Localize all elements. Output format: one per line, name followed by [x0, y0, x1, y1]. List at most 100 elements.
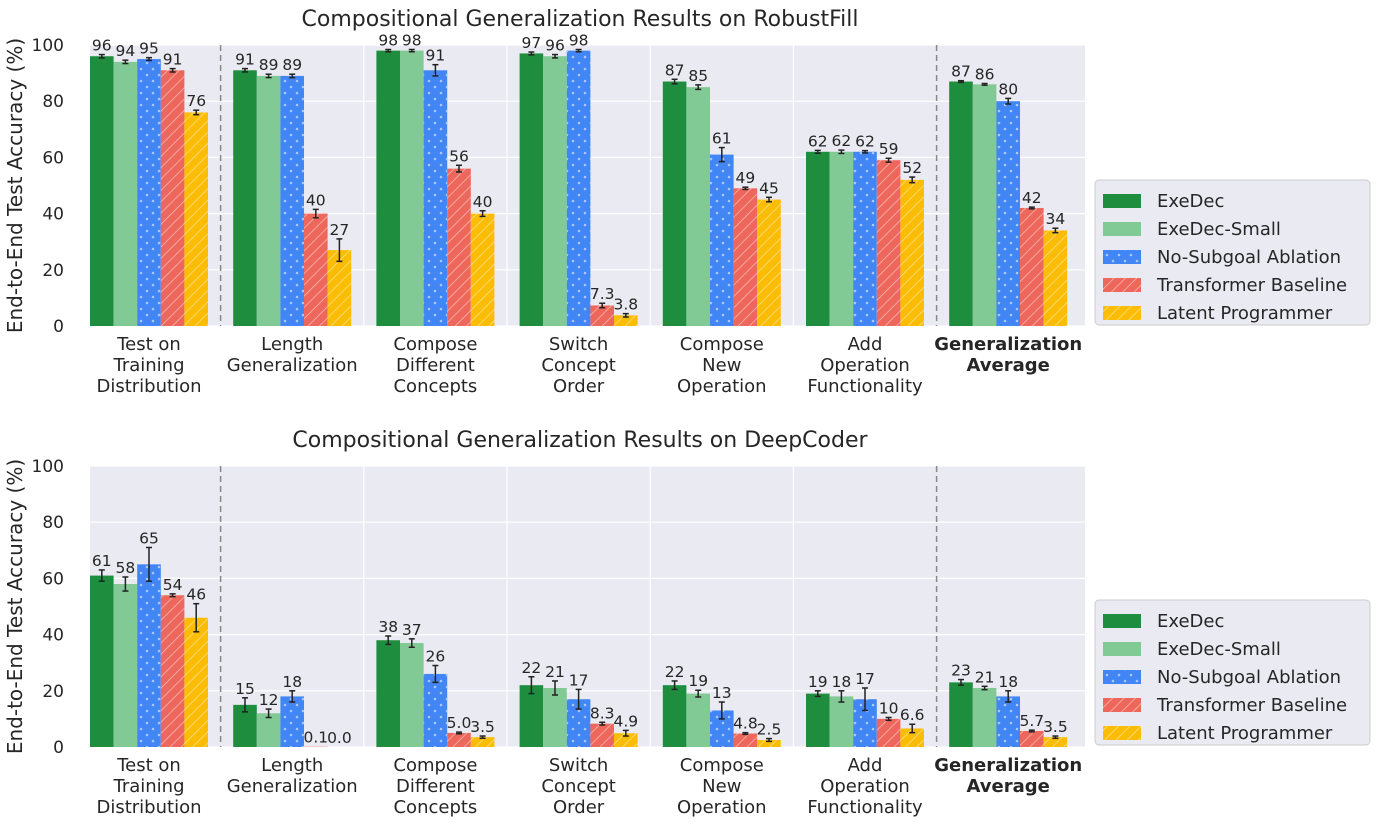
- data-label: 61: [712, 130, 732, 148]
- data-label: 62: [808, 132, 828, 150]
- y-tick-label: 0: [53, 738, 64, 758]
- bar-exedec-small: [257, 713, 281, 747]
- x-tick-label: Distribution: [96, 376, 201, 397]
- x-tick-label: Functionality: [807, 376, 923, 397]
- bar-exedec: [233, 70, 257, 326]
- data-label: 76: [186, 92, 206, 110]
- y-axis-label: End-to-End Test Accuracy (%): [3, 459, 27, 754]
- bar-pattern: [137, 59, 161, 326]
- bar-exedec-small: [830, 152, 854, 326]
- bar-pattern: [1020, 731, 1044, 747]
- bar-pattern: [424, 70, 448, 326]
- data-label: 18: [282, 673, 302, 691]
- legend-label: ExeDec: [1157, 611, 1224, 632]
- data-label: 85: [688, 67, 708, 85]
- bar-pattern: [1044, 230, 1068, 326]
- y-tick-label: 60: [42, 148, 64, 168]
- x-tick-label: Training: [112, 776, 184, 797]
- legend-label: No-Subgoal Ablation: [1157, 667, 1341, 688]
- bar-pattern: [567, 51, 591, 326]
- bar-exedec: [520, 53, 544, 326]
- data-label: 3.5: [1043, 718, 1068, 736]
- data-label: 27: [330, 221, 350, 239]
- bar-exedec-small: [400, 643, 424, 747]
- legend-label: Transformer Baseline: [1156, 695, 1347, 716]
- bar-pattern: [304, 214, 328, 326]
- bar-exedec: [949, 82, 973, 326]
- legend-label: ExeDec: [1157, 191, 1224, 212]
- data-label: 56: [449, 147, 469, 165]
- legend-swatch: [1103, 614, 1141, 628]
- y-axis-label: End-to-End Test Accuracy (%): [3, 38, 27, 333]
- y-tick-label: 40: [42, 626, 64, 646]
- y-tick-label: 100: [32, 457, 64, 477]
- data-label: 46: [186, 586, 206, 604]
- data-label: 58: [116, 559, 136, 577]
- data-label: 52: [902, 159, 922, 177]
- legend-swatch-pattern: [1103, 278, 1141, 292]
- y-tick-label: 20: [42, 261, 64, 281]
- x-tick-label: Generalization: [227, 355, 358, 376]
- x-tick-label: Distribution: [96, 797, 201, 818]
- legend-label: ExeDec-Small: [1157, 639, 1281, 660]
- data-label: 45: [759, 179, 779, 197]
- legend-swatch-pattern: [1103, 698, 1141, 712]
- x-tick-label: Compose: [680, 755, 764, 776]
- bar-pattern: [710, 155, 734, 326]
- data-label: 42: [1022, 189, 1042, 207]
- bar-exedec-small: [114, 584, 138, 747]
- bar-exedec-small: [686, 694, 710, 747]
- x-tick-label: Length: [261, 334, 323, 355]
- x-tick-label: Order: [553, 797, 605, 818]
- data-label: 13: [712, 684, 732, 702]
- data-label: 86: [975, 65, 995, 83]
- x-tick-label: Compose: [393, 334, 477, 355]
- data-label: 17: [855, 670, 875, 688]
- bar-exedec-small: [543, 56, 567, 326]
- bar-exedec: [376, 640, 400, 747]
- data-label: 98: [378, 31, 398, 49]
- data-label: 19: [688, 672, 708, 690]
- legend-label: ExeDec-Small: [1157, 219, 1281, 240]
- y-tick-label: 80: [42, 513, 64, 533]
- data-label: 91: [426, 47, 446, 65]
- bar-exedec-small: [543, 688, 567, 747]
- bar-pattern: [447, 169, 471, 326]
- data-label: 87: [951, 63, 971, 81]
- data-label: 18: [832, 673, 852, 691]
- x-tick-label: Generalization: [227, 776, 358, 797]
- bar-pattern: [590, 724, 614, 747]
- bar-pattern: [280, 76, 304, 326]
- data-label: 59: [879, 140, 899, 158]
- bar-pattern: [424, 674, 448, 747]
- data-label: 96: [92, 37, 112, 55]
- data-label: 4.8: [733, 715, 758, 733]
- data-label: 54: [163, 576, 183, 594]
- data-label: 61: [92, 552, 112, 570]
- data-label: 94: [116, 42, 136, 60]
- x-tick-label: Training: [112, 355, 184, 376]
- y-tick-label: 40: [42, 205, 64, 225]
- data-label: 96: [545, 37, 565, 55]
- data-label: 21: [975, 668, 995, 686]
- bar-exedec-small: [114, 62, 138, 326]
- bar-exedec-small: [400, 51, 424, 326]
- bar-pattern: [734, 734, 758, 747]
- x-tick-label: Switch: [549, 334, 609, 355]
- data-label: 22: [665, 663, 685, 681]
- x-tick-label: Test on: [116, 755, 181, 776]
- data-label: 80: [998, 80, 1018, 98]
- data-label: 23: [951, 662, 971, 680]
- x-tick-label: Average: [967, 776, 1050, 797]
- data-label: 4.9: [613, 712, 638, 730]
- data-label: 5.0: [447, 714, 472, 732]
- data-label: 62: [832, 132, 852, 150]
- data-label: 18: [998, 673, 1018, 691]
- y-tick-label: 80: [42, 92, 64, 112]
- x-tick-label: Different: [396, 776, 475, 797]
- data-label: 38: [378, 618, 398, 636]
- data-label: 10: [879, 699, 899, 717]
- x-tick-label: Different: [396, 355, 475, 376]
